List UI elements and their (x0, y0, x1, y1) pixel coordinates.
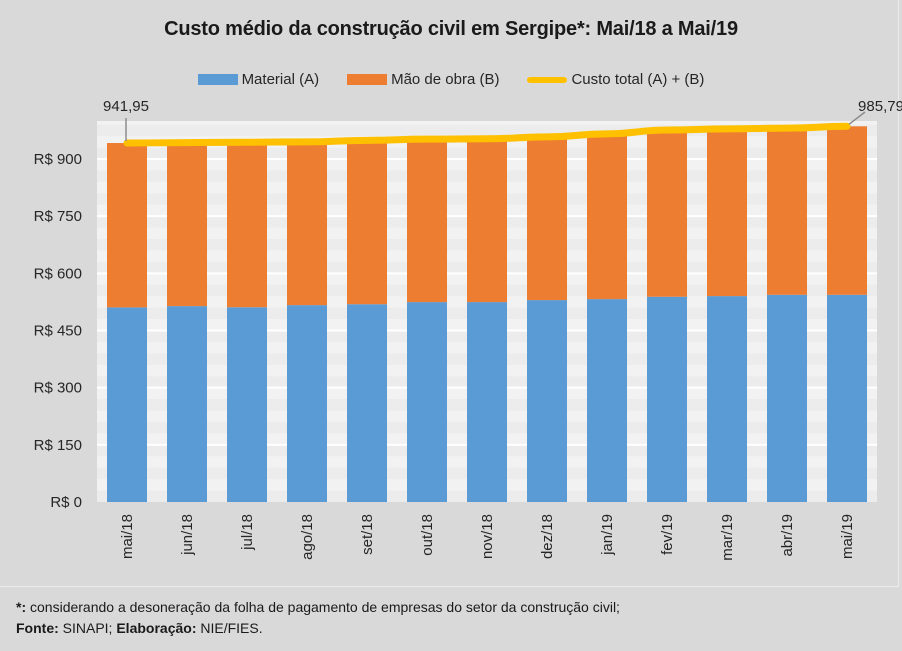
annotation-label: 941,95 (103, 98, 149, 115)
x-axis: mai/18 jun/18 jul/18 ago/18 set/18 out/18 nov/… (119, 514, 856, 561)
plot-band (97, 121, 877, 125)
legend-label-material: Material (A) (241, 71, 320, 88)
y-tick-label: R$ 450 (34, 323, 82, 340)
footnote-note: *: considerando a desoneração da folha d… (16, 597, 620, 618)
bar-material (107, 307, 147, 502)
footnote-elab-label: Elaboração: (116, 620, 197, 636)
bar-material (827, 294, 867, 502)
total-line-layer (123, 122, 851, 147)
bar-labor (407, 139, 447, 303)
y-axis: R$ 0 R$ 150 R$ 300 R$ 450 R$ 600 R$ 750 R$ 900 (34, 151, 82, 511)
x-tick-label: fev/19 (659, 514, 676, 555)
legend: Material (A) Mão de obra (B) Custo total… (0, 71, 902, 88)
bar-labor (347, 140, 387, 305)
y-tick-label: R$ 150 (34, 437, 82, 454)
legend-label-total: Custo total (A) + (B) (571, 71, 705, 88)
x-tick-label: nov/18 (479, 514, 496, 559)
bar-labor (527, 136, 567, 301)
annotations: 941,95 985,79 (103, 98, 902, 142)
chart-title: Custo médio da construção civil em Sergi… (164, 18, 738, 40)
x-tick-label: set/18 (359, 514, 376, 555)
y-tick-label: R$ 0 (50, 494, 82, 511)
bar-material (587, 299, 627, 502)
bar-labor (107, 143, 147, 308)
bar-labor (287, 141, 327, 306)
bar-material (527, 300, 567, 502)
bar-material (347, 304, 387, 502)
x-tick-label: jan/19 (599, 514, 616, 556)
bar-material (167, 306, 207, 502)
annotation-label: 985,79 (858, 98, 902, 115)
x-tick-label: mai/18 (119, 514, 136, 559)
x-tick-label: out/18 (419, 514, 436, 556)
x-tick-label: mai/19 (839, 514, 856, 559)
legend-item-total: Custo total (A) + (B) (527, 71, 704, 88)
x-tick-label: jul/18 (239, 514, 256, 551)
legend-swatch-labor (347, 74, 388, 85)
legend-label-labor: Mão de obra (B) (391, 71, 500, 88)
bar-material (287, 305, 327, 502)
footnote-source-text: SINAPI; (58, 620, 117, 636)
bar-material (407, 302, 447, 502)
bar-labor (707, 128, 747, 297)
x-tick-label: jun/18 (179, 514, 196, 556)
bar-material (707, 296, 747, 502)
legend-item-labor: Mão de obra (B) (347, 71, 499, 88)
plot-svg: R$ 0 R$ 150 R$ 300 R$ 450 R$ 600 R$ 750 R$ 900… (34, 98, 902, 561)
legend-swatch-total (527, 76, 568, 83)
bar-labor (827, 126, 867, 295)
bar-material (767, 294, 807, 502)
bar-labor (587, 133, 627, 300)
x-tick-label: dez/18 (539, 514, 556, 559)
bar-labor (167, 142, 207, 307)
footnote-note-prefix: *: (16, 599, 27, 615)
bars (107, 126, 867, 502)
bar-material (467, 302, 507, 502)
bar-material (227, 307, 267, 502)
legend-swatch-material (197, 74, 238, 85)
bar-labor (767, 128, 807, 295)
bar-material (647, 296, 687, 502)
footnote-source-label: Fonte: (16, 620, 59, 636)
footnote: *: considerando a desoneração da folha d… (16, 597, 620, 639)
total-cost-line (123, 122, 851, 147)
x-tick-label: abr/19 (779, 514, 796, 557)
y-tick-label: R$ 600 (34, 265, 82, 282)
footnote-note-text: considerando a desoneração da folha de p… (26, 599, 620, 615)
y-tick-label: R$ 900 (34, 151, 82, 168)
footnote-elab-text: NIE/FIES. (196, 620, 263, 636)
bar-labor (647, 130, 687, 297)
bar-labor (467, 138, 507, 303)
y-tick-label: R$ 750 (34, 208, 82, 225)
annotation-leader (848, 111, 866, 125)
bar-labor (227, 142, 267, 308)
footnote-source: Fonte: SINAPI; Elaboração: NIE/FIES. (16, 618, 620, 639)
x-tick-label: ago/18 (299, 514, 316, 560)
y-tick-label: R$ 300 (34, 380, 82, 397)
x-tick-label: mar/19 (719, 514, 736, 561)
legend-item-material: Material (A) (197, 71, 320, 88)
